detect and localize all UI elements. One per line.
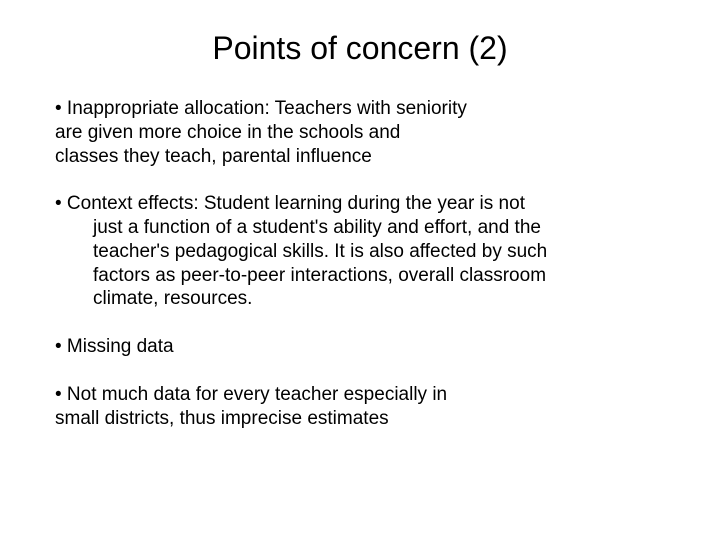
bullet-item-1: • Inappropriate allocation: Teachers wit… <box>55 97 665 168</box>
bullet-text: • Not much data for every teacher especi… <box>55 383 665 407</box>
bullet-text: • Missing data <box>55 335 665 359</box>
bullet-item-4: • Not much data for every teacher especi… <box>55 383 665 431</box>
bullet-text: small districts, thus imprecise estimate… <box>55 407 665 431</box>
bullet-text: just a function of a student's ability a… <box>55 216 665 240</box>
bullet-text: teacher's pedagogical skills. It is also… <box>55 240 665 264</box>
bullet-text: • Context effects: Student learning duri… <box>55 192 665 216</box>
bullet-text: factors as peer-to-peer interactions, ov… <box>55 264 665 288</box>
slide-title: Points of concern (2) <box>55 30 665 67</box>
bullet-text: • Inappropriate allocation: Teachers wit… <box>55 97 665 121</box>
bullet-text: are given more choice in the schools and <box>55 121 665 145</box>
bullet-text: climate, resources. <box>55 287 665 311</box>
bullet-item-2: • Context effects: Student learning duri… <box>55 192 665 311</box>
bullet-text: classes they teach, parental influence <box>55 145 665 169</box>
bullet-item-3: • Missing data <box>55 335 665 359</box>
